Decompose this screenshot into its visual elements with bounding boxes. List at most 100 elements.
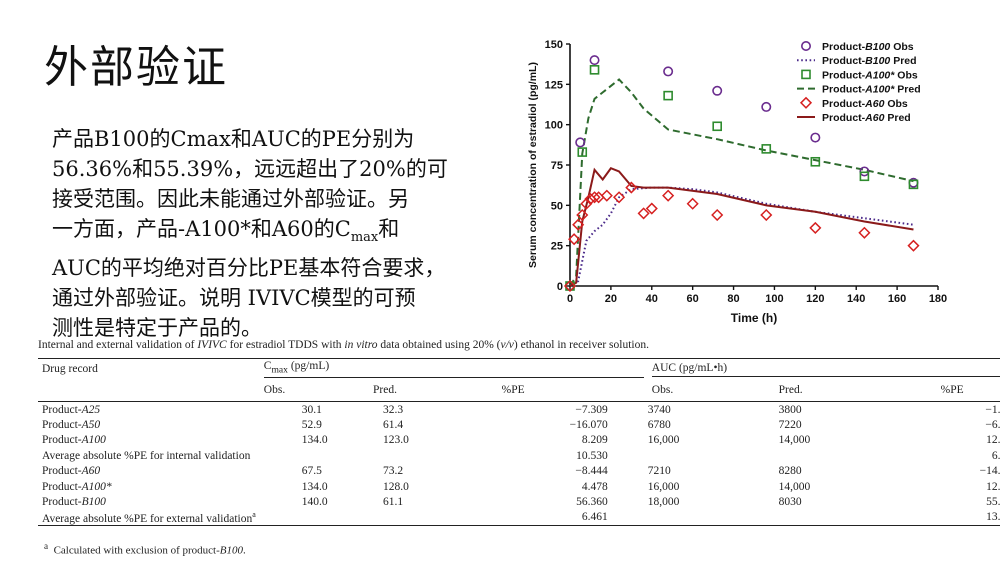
cell-value [648,510,757,526]
cell-value: 128.0 [383,480,409,493]
x-tick-label: 80 [727,293,739,305]
header-cmax-c: C [263,359,272,372]
cell-value: −8.444 [575,465,608,478]
cell-drug: Product-A100* [38,479,260,494]
legend-label: Product-A60 Obs [822,98,908,110]
x-tick-label: 160 [888,293,906,305]
x-tick-label: 100 [765,293,783,305]
paragraph-line-7: 测性是特定于产品的。 [52,316,262,341]
paragraph-line-4-text: 一方面，产品-A100*和A60的C [52,217,351,241]
cell-value: 14,000 [778,434,811,447]
cell-value: 61.4 [383,419,404,432]
table-row: Product-A50 52.9 61.4 −16.070 6780 7220 −6.490 [38,417,1000,432]
data-point [568,233,581,246]
drug-code: A100* [81,480,112,493]
data-point [761,101,772,112]
cell-value [757,448,883,463]
drug-prefix: Product- [42,434,82,447]
data-point [563,279,577,293]
cell-value: 123.0 [383,434,409,447]
cell-value: 134.0 [301,434,328,447]
drug-prefix: Product- [42,496,82,509]
data-point [600,189,613,202]
cell-value: 8280 [778,465,802,478]
cell-drug: Product-A25 [38,402,260,417]
caption-part: data obtained using 20% ( [377,339,501,351]
cell-value: 32.3 [383,403,404,416]
cell-value [757,510,883,526]
header-cmax-sub: max [271,364,288,376]
header-cmax-unit: (pg/mL) [287,359,330,372]
cell-value: 30.1 [301,403,322,416]
cell-value: −1.604 [985,403,1000,416]
drug-code: B100 [81,496,106,509]
data-point [907,239,920,252]
cell-value: 12.500 [986,434,1000,447]
cell-value: 61.1 [383,496,404,509]
cell-value: 67.5 [301,465,322,478]
cell-value [369,448,478,463]
cell-value: −7.309 [575,403,608,416]
y-tick-label: 100 [545,120,563,132]
cell-value: 18,000 [647,496,680,509]
footnote-text: Calculated with exclusion of product- [53,544,220,557]
table-row: Product-A100* 134.0 128.0 4.478 16,000 14,000… [38,479,1000,494]
header-auc-group: AUC (pg/mL•h) [648,359,1000,379]
header-cmax-label: Cmax (pg/mL) [263,359,644,379]
y-tick-label: 75 [551,160,563,172]
header-cmax-pred: Pred. [373,384,397,396]
cell-drug: Product-A50 [38,417,260,432]
cell-value: 6.865 [991,449,1000,462]
drug-code: A60 [81,465,101,478]
y-tick-label: 0 [557,281,563,293]
cell-value: 140.0 [301,496,328,509]
data-point [613,191,626,204]
drug-code: A50 [81,419,101,432]
footnote-italic: B100 [219,544,243,557]
y-tick-label: 50 [551,200,563,212]
table-row: Product-A25 30.1 32.3 −7.309 3740 3800 −1.604 [38,402,1000,417]
paragraph-line-4-sub: max [350,230,379,246]
data-point [625,181,638,194]
footnote-ref: a [252,510,256,520]
caption-part: for estradiol TDDS with [226,339,345,351]
data-point [645,202,658,215]
cell-value: 8030 [778,496,802,509]
cell-value: 13.670 [986,511,1000,524]
legend-label: Product-B100 Obs [822,41,914,53]
data-point [859,166,870,177]
cell-drug: Product-B100 [38,494,260,509]
legend-marker [801,69,811,80]
drug-prefix: Product- [42,403,82,416]
caption-italic: in vitro [344,339,378,351]
cell-value: 3800 [778,403,802,416]
data-point [637,207,650,220]
cell-value: 134.0 [301,480,328,493]
slide-title: 外部验证 [44,42,228,93]
footnote-tail: . [243,544,246,557]
header-auc-pred: Pred. [778,384,803,396]
data-point [686,197,699,210]
cell-value: 10.530 [576,449,608,462]
cell-value: −14.840 [979,465,1000,478]
drug-prefix: Product- [42,480,82,493]
header-drug-record: Drug record [42,363,98,375]
series-line-product-a100-pred [569,78,914,287]
data-point [589,55,600,66]
table-row: Product-A60 67.5 73.2 −8.444 7210 8280 −14.840 [38,464,1000,479]
footnote-mark: a [44,541,49,551]
drug-code: A25 [81,403,101,416]
paragraph-line-6: 通过外部验证。说明 IVIVC模型的可预 [52,286,416,311]
table-body: Product-A2530.132.3−7.30937403800−1.604P… [38,402,1000,526]
data-point [577,147,588,157]
x-axis-label: Time (h) [731,311,777,325]
cell-value: 12.500 [986,480,1000,493]
header-auc-obs: Obs. [651,384,674,396]
validation-table: Drug record Cmax (pg/mL) AUC (pg/mL•h) O… [38,358,1000,527]
data-point [576,208,589,222]
x-tick-label: 40 [646,293,658,305]
paragraph-line-2: 56.36%和55.39%，远远超出了20%的可 [52,157,448,181]
data-point [908,179,919,190]
x-tick-label: 140 [847,293,865,305]
data-point [663,66,674,77]
